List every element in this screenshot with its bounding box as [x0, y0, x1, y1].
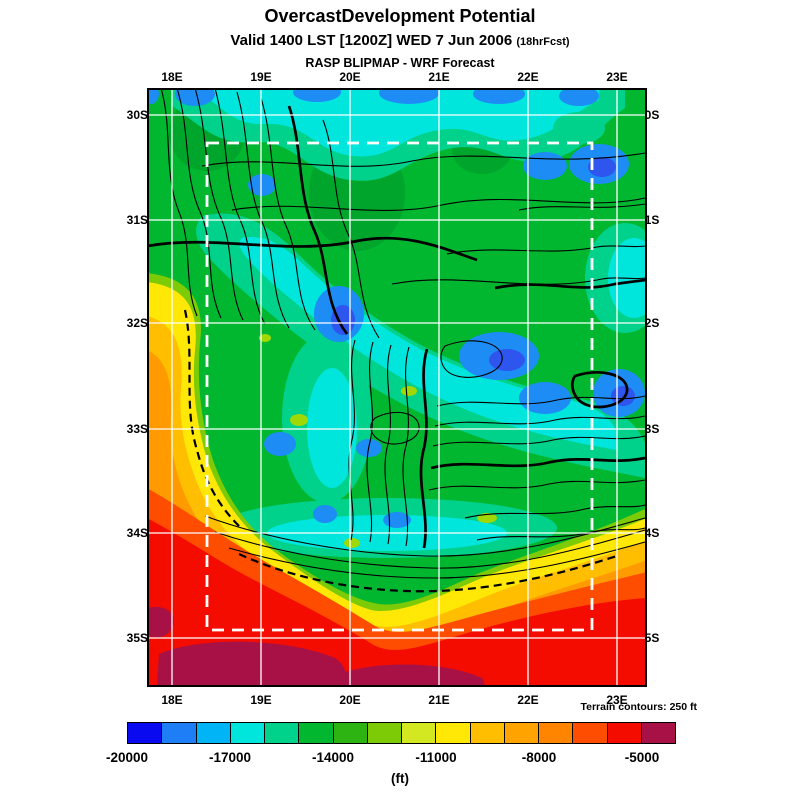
lon-tick-bottom: 20E: [339, 693, 361, 707]
colorbar-unit: (ft): [391, 771, 409, 786]
colorbar-tick: -17000: [208, 750, 252, 765]
colorbar-cell: [470, 723, 505, 743]
page-title: OvercastDevelopment Potential: [264, 6, 536, 26]
colorbar-tick: -5000: [624, 750, 660, 765]
colorbar: [127, 722, 676, 744]
lat-tick-left: 35S: [126, 631, 148, 645]
lon-tick-top: 23E: [606, 70, 628, 84]
forecast-map: [147, 88, 647, 687]
colorbar-cell: [539, 723, 574, 743]
colorbar-cell: [607, 723, 642, 743]
colorbar-cell: [162, 723, 197, 743]
lon-tick-bottom: 19E: [250, 693, 272, 707]
colorbar-cell: [230, 723, 265, 743]
lon-tick-top: 22E: [517, 70, 539, 84]
colorbar-cell: [196, 723, 231, 743]
colorbar-cell: [436, 723, 471, 743]
lon-tick-top: 20E: [339, 70, 361, 84]
crimson-patches: [147, 606, 485, 686]
colorbar-cell: [299, 723, 334, 743]
lon-tick-top: 19E: [250, 70, 272, 84]
lon-tick-bottom: 21E: [428, 693, 450, 707]
lat-tick-left: 33S: [126, 422, 148, 436]
colorbar-cell: [367, 723, 402, 743]
lat-tick-left: 31S: [126, 213, 148, 227]
lon-tick-top: 21E: [428, 70, 450, 84]
lat-tick-left: 34S: [126, 526, 148, 540]
coastline-dashed-contour: [183, 309, 618, 593]
ocean-fill: [147, 273, 647, 686]
terrain-contours: [160, 88, 646, 579]
valid-time-line: Valid 1400 LST [1200Z] WED 7 Jun 2006 (1…: [0, 32, 800, 49]
blue-patches: [147, 88, 645, 528]
yellow-green-specks: [259, 334, 497, 548]
potential-field-plot: [147, 88, 647, 687]
terrain-contour-note: Terrain contours: 250 ft: [580, 701, 698, 713]
forecast-hour-note: (18hrFcst): [516, 36, 570, 48]
colorbar-cell: [573, 723, 608, 743]
colorbar-cell: [333, 723, 368, 743]
lon-tick-top: 18E: [161, 70, 183, 84]
lat-tick-left: 30S: [126, 108, 148, 122]
model-name: RASP BLIPMAP - WRF Forecast: [305, 56, 495, 70]
inner-domain-box: [205, 141, 594, 632]
colorbar-tick: -20000: [105, 750, 149, 765]
colorbar-tick: -8000: [521, 750, 557, 765]
lon-tick-bottom: 18E: [161, 693, 183, 707]
colorbar-tick: -11000: [415, 750, 457, 765]
lat-lon-grid: [147, 88, 647, 687]
lat-tick-left: 32S: [126, 316, 148, 330]
lon-tick-bottom: 22E: [517, 693, 539, 707]
colorbar-tick: -14000: [311, 750, 355, 765]
colorbar-cell: [128, 723, 163, 743]
colorbar-cell: [402, 723, 437, 743]
valid-time-text: Valid 1400 LST [1200Z] WED 7 Jun 2006: [230, 32, 513, 49]
lon-tick-bottom: 23E: [606, 693, 628, 707]
colorbar-cell: [641, 723, 675, 743]
colorbar-cell: [265, 723, 300, 743]
colorbar-cells: [128, 723, 675, 743]
map-border: [147, 88, 647, 687]
colorbar-cell: [504, 723, 539, 743]
